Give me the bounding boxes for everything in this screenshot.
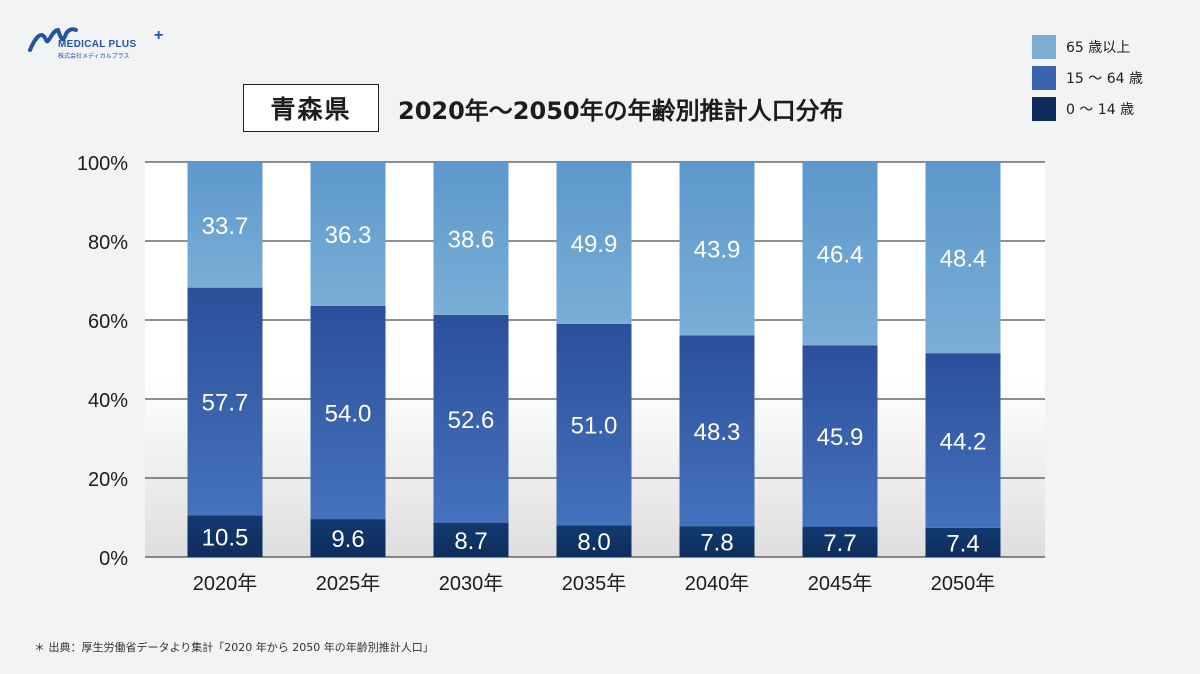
legend-item-15-64: 15 ～ 64 歳 xyxy=(1032,63,1143,92)
bar-segment-0-14 xyxy=(679,526,755,557)
legend-label-0-14: 0 ～ 14 歳 xyxy=(1066,101,1135,118)
value-label: 7.8 xyxy=(700,530,733,557)
y-tick-label: 0% xyxy=(99,548,128,570)
legend-item-65-plus: 65 歳以上 xyxy=(1032,32,1143,61)
legend-swatch-65-plus xyxy=(1032,34,1056,59)
bar-segment-0-14 xyxy=(556,525,632,557)
source-footnote: ＊ 出典：厚生労働省データより集計「2020 年から 2050 年の年齢別推計人… xyxy=(34,641,434,654)
x-tick-label: 2020年 xyxy=(193,572,258,595)
bar-segment-0-14 xyxy=(925,527,1001,557)
value-label: 46.4 xyxy=(817,242,864,269)
x-tick-label: 2035年 xyxy=(562,572,627,595)
value-label: 48.4 xyxy=(940,246,987,273)
bar-segment-65-plus xyxy=(433,162,509,315)
bar-segment-65-plus xyxy=(925,162,1001,354)
medical-plus-logo xyxy=(28,27,78,52)
chart-title: 2020年～2050年の年齢別推計人口分布 xyxy=(398,96,844,125)
value-label: 8.7 xyxy=(454,528,487,555)
logo-plus-icon: + xyxy=(154,27,164,44)
x-tick-label: 2050年 xyxy=(931,572,996,595)
x-tick-label: 2025年 xyxy=(316,572,381,595)
bar-segment-65-plus xyxy=(310,162,386,306)
value-label: 48.3 xyxy=(694,419,741,446)
chart-legend: 65 歳以上 15 ～ 64 歳 0 ～ 14 歳 xyxy=(1032,32,1143,125)
y-tick-label: 100% xyxy=(77,153,128,175)
x-tick-label: 2045年 xyxy=(808,572,873,595)
prefecture-label: 青森県 xyxy=(243,84,379,132)
bar-segment-0-14 xyxy=(802,526,878,557)
value-label: 51.0 xyxy=(571,413,618,440)
legend-swatch-15-64 xyxy=(1032,65,1056,90)
y-tick-label: 20% xyxy=(88,469,128,491)
value-label: 36.3 xyxy=(325,222,372,249)
bar-segment-15-64 xyxy=(925,353,1001,528)
y-tick-label: 60% xyxy=(88,311,128,333)
value-label: 8.0 xyxy=(577,529,610,556)
bar-segment-65-plus xyxy=(679,162,755,336)
value-label: 7.4 xyxy=(946,530,979,557)
value-label: 33.7 xyxy=(202,213,249,240)
bar-segment-15-64 xyxy=(556,323,632,526)
y-tick-label: 40% xyxy=(88,390,128,412)
value-label: 49.9 xyxy=(571,231,618,258)
y-tick-label: 80% xyxy=(88,232,128,254)
bar-segment-0-14 xyxy=(310,519,386,557)
bar-segment-65-plus xyxy=(802,162,878,346)
bar-segment-15-64 xyxy=(433,314,509,523)
x-tick-label: 2030年 xyxy=(439,572,504,595)
value-label: 10.5 xyxy=(202,524,249,551)
bar-segment-15-64 xyxy=(679,335,755,527)
legend-item-0-14: 0 ～ 14 歳 xyxy=(1032,94,1143,123)
logo-subtext: 株式会社メディカルプラス xyxy=(58,53,130,60)
value-label: 45.9 xyxy=(817,424,864,451)
legend-label-15-64: 15 ～ 64 歳 xyxy=(1066,70,1143,87)
bar-segment-0-14 xyxy=(433,522,509,557)
logo-text: MEDICAL PLUS xyxy=(58,39,137,50)
bar-segment-0-14 xyxy=(187,515,263,557)
legend-label-65-plus: 65 歳以上 xyxy=(1066,39,1131,56)
value-label: 52.6 xyxy=(448,407,495,434)
value-label: 9.6 xyxy=(331,526,364,553)
value-label: 7.7 xyxy=(823,530,856,557)
bar-segment-65-plus xyxy=(187,162,263,288)
bar-segment-15-64 xyxy=(187,287,263,516)
x-tick-label: 2040年 xyxy=(685,572,750,595)
value-label: 44.2 xyxy=(940,428,987,455)
bar-segment-15-64 xyxy=(310,305,386,520)
legend-swatch-0-14 xyxy=(1032,96,1056,121)
value-label: 38.6 xyxy=(448,226,495,253)
value-label: 54.0 xyxy=(325,400,372,427)
value-label: 43.9 xyxy=(694,237,741,264)
bar-segment-65-plus xyxy=(556,162,632,324)
bar-segment-15-64 xyxy=(802,345,878,527)
value-label: 57.7 xyxy=(202,390,249,417)
